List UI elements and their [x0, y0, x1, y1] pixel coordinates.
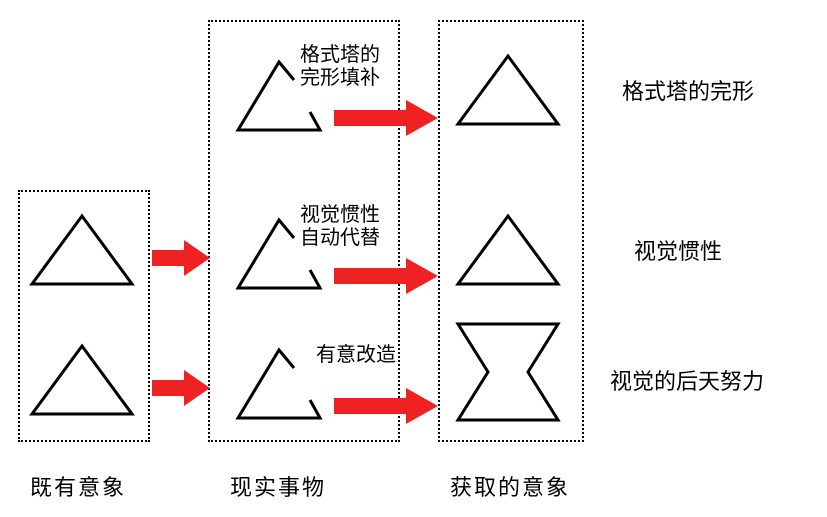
shape-acquired-triangle-1 — [456, 54, 560, 126]
arrow-reality-to-acquired-row3 — [334, 388, 440, 424]
shape-existing-triangle-2 — [30, 344, 134, 416]
row-label-gestalt: 格式塔的完形 — [622, 74, 754, 106]
shape-acquired-hourglass — [456, 322, 560, 422]
arrow-existing-to-reality-row3 — [152, 370, 212, 406]
shape-reality-open-2 — [236, 218, 322, 290]
col-label-acquired: 获取的意象 — [450, 470, 570, 502]
shape-reality-open-3 — [236, 348, 322, 420]
row-label-inertia: 视觉惯性 — [634, 234, 722, 266]
arrow-existing-to-reality-row2 — [152, 240, 212, 276]
shape-reality-open-1 — [236, 60, 322, 132]
shape-acquired-triangle-2 — [456, 214, 560, 286]
row-label-effort: 视觉的后天努力 — [610, 364, 764, 396]
shape-existing-triangle-1 — [30, 214, 134, 286]
col-label-existing: 既有意象 — [30, 470, 126, 502]
arrow-reality-to-acquired-row2 — [334, 258, 440, 294]
arrow-reality-to-acquired-row1 — [334, 100, 440, 136]
arrow-label-effort: 有意改造 — [316, 344, 396, 367]
col-label-reality: 现实事物 — [230, 470, 326, 502]
diagram-root: { "canvas": { "width": 827, "height": 51… — [0, 0, 827, 517]
